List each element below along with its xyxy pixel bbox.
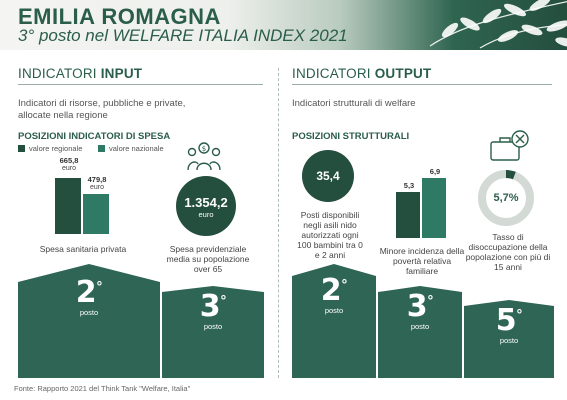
spesa-previdenziale-label: Spesa previdenziale media su popolazione… xyxy=(166,244,250,274)
legend-national-label: valore nazionale xyxy=(109,144,164,153)
source-note: Fonte: Rapporto 2021 del Think Tank "Wel… xyxy=(14,384,191,393)
input-title-prefix: INDICATORI xyxy=(18,66,101,81)
spesa-previdenziale-unit: euro xyxy=(198,210,214,219)
legend-regional-label: valore regionale xyxy=(29,144,83,153)
disoccupazione-ring xyxy=(478,170,534,226)
legend-regional-swatch xyxy=(18,145,25,152)
rank-poverta-number: 3 xyxy=(406,289,428,324)
rank-block-poverta xyxy=(378,286,462,378)
bar-regional xyxy=(55,178,81,234)
bar-national-value: 479,8 xyxy=(87,175,107,184)
input-section-title: INDICATORI INPUT xyxy=(18,66,142,81)
asili-circle: 35,4 xyxy=(302,150,354,202)
page-title: EMILIA ROMAGNA xyxy=(18,4,221,29)
spesa-previdenziale-value: 1.354,2 xyxy=(184,195,228,210)
svg-text:$: $ xyxy=(202,145,206,153)
rank-sanitaria-number: 2 xyxy=(75,275,97,310)
rank-asili-number: 2 xyxy=(320,273,342,308)
output-title-bold: OUTPUT xyxy=(374,66,432,81)
output-title-prefix: INDICATORI xyxy=(292,66,375,81)
rank-sanitaria: 2° posto xyxy=(18,275,160,318)
rank-previdenziale-number: 3 xyxy=(199,289,221,324)
spesa-previdenziale-circle: 1.354,2 euro xyxy=(176,176,236,236)
asili-label: Posti disponibili negli asili nido autor… xyxy=(297,210,363,260)
rank-sanitaria-suffix: ° xyxy=(96,278,103,294)
input-title-bold: INPUT xyxy=(100,66,143,81)
rank-disoccupazione-suffix: ° xyxy=(516,306,523,322)
poverta-label: Minore incidenza della povertà relativa … xyxy=(379,246,465,276)
rank-block-previdenziale xyxy=(162,286,264,378)
input-subtitle: POSIZIONI INDICATORI DI SPESA xyxy=(18,131,171,142)
rank-disoccupazione-word: posto xyxy=(499,336,519,345)
legend-national: valore nazionale xyxy=(98,144,164,153)
input-divider xyxy=(18,84,263,85)
page-subtitle: 3° posto nel WELFARE ITALIA INDEX 2021 xyxy=(18,26,348,45)
bar-national-unit: euro xyxy=(89,184,104,191)
bar-regional-value: 665,8 xyxy=(59,156,79,165)
poverta-national-value: 6,9 xyxy=(429,167,441,176)
asili-value: 35,4 xyxy=(316,169,340,183)
output-description: Indicatori strutturali di welfare xyxy=(292,98,416,109)
ring-fill xyxy=(478,170,534,226)
output-subtitle: POSIZIONI STRUTTURALI xyxy=(292,131,410,142)
briefcase-cross-icon xyxy=(490,130,529,161)
bar-regional-unit: euro xyxy=(61,165,76,172)
output-divider xyxy=(292,84,552,85)
rank-poverta: 3° posto xyxy=(378,289,462,332)
rank-poverta-suffix: ° xyxy=(427,292,434,308)
disoccupazione-label: Tasso di disoccupazione della popolazion… xyxy=(465,232,551,272)
bar-national xyxy=(83,193,109,234)
poverta-bar-national xyxy=(422,178,446,238)
legend-national-swatch xyxy=(98,145,105,152)
rank-asili-suffix: ° xyxy=(341,276,348,292)
rank-disoccupazione-number: 5 xyxy=(495,303,517,338)
rank-block-disoccupazione xyxy=(464,300,554,378)
rank-disoccupazione: 5° posto xyxy=(464,303,554,346)
section-divider xyxy=(278,68,279,378)
rank-previdenziale-suffix: ° xyxy=(220,292,227,308)
rank-asili-word: posto xyxy=(324,306,344,315)
spesa-sanitaria-label: Spesa sanitaria privata xyxy=(39,244,127,254)
poverta-regional-value: 5,3 xyxy=(403,181,415,190)
legend-regional: valore regionale xyxy=(18,144,82,153)
rank-sanitaria-word: posto xyxy=(79,308,99,317)
leaves-decoration xyxy=(429,0,567,49)
output-section-title: INDICATORI OUTPUT xyxy=(292,66,431,81)
rank-previdenziale-word: posto xyxy=(203,322,223,331)
input-description: Indicatori di risorse, pubbliche e priva… xyxy=(18,98,186,121)
rank-poverta-word: posto xyxy=(410,322,430,331)
rank-asili: 2° posto xyxy=(292,273,376,316)
rank-previdenziale: 3° posto xyxy=(162,289,264,332)
rank-block-sanitaria xyxy=(18,264,160,378)
rank-block-asili xyxy=(292,264,376,378)
disoccupazione-value: 5,7% xyxy=(493,192,519,204)
poverta-bar-regional xyxy=(396,191,420,238)
money-people-icon: $ xyxy=(187,142,221,171)
header-banner: EMILIA ROMAGNA 3° posto nel WELFARE ITAL… xyxy=(0,0,567,50)
